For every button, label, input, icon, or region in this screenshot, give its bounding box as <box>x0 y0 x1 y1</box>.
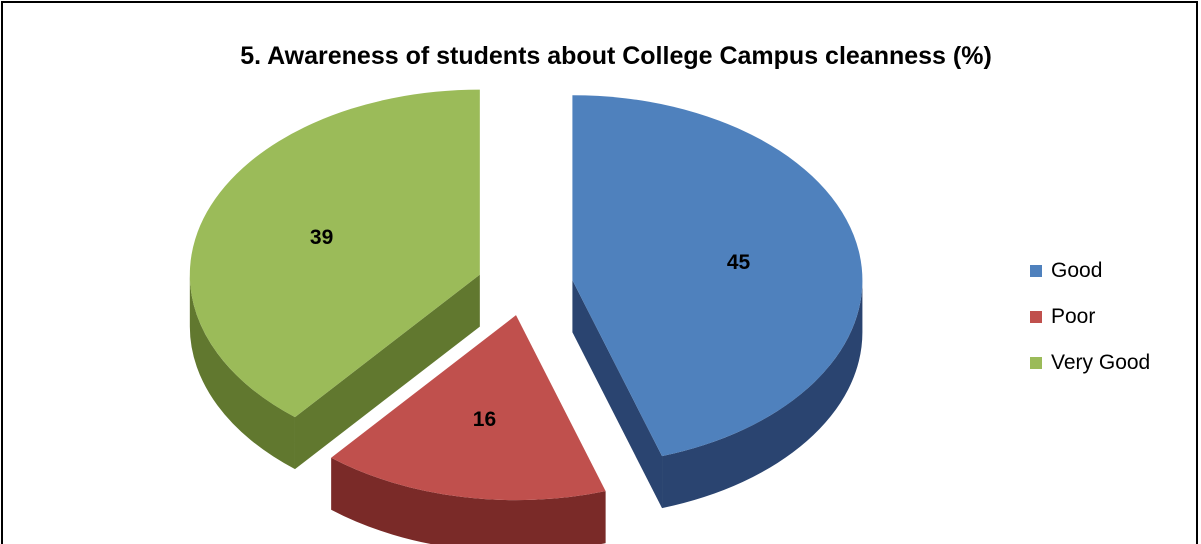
legend-swatch-very-good <box>1030 357 1042 369</box>
pie-side-poor <box>331 457 606 544</box>
chart-title: 5. Awareness of students about College C… <box>240 42 992 70</box>
pie-cut-face-good <box>572 280 663 509</box>
legend: Good Poor Very Good <box>1030 248 1150 386</box>
pie-side-good <box>662 280 863 509</box>
pie-slice-good <box>572 95 863 457</box>
legend-item-good: Good <box>1030 248 1150 294</box>
data-label-poor: 16 <box>473 408 496 431</box>
legend-label-good: Good <box>1051 259 1103 282</box>
legend-item-poor: Poor <box>1030 294 1150 340</box>
legend-swatch-good <box>1030 265 1042 277</box>
pie-cut-face-very-good <box>294 274 480 470</box>
data-label-good: 45 <box>727 251 751 274</box>
legend-label-very-good: Very Good <box>1051 351 1151 374</box>
legend-label-poor: Poor <box>1051 305 1096 328</box>
pie-side-very-good <box>189 274 295 470</box>
pie-slice-poor <box>331 315 606 501</box>
legend-swatch-poor <box>1030 311 1042 323</box>
data-label-very-good: 39 <box>310 226 333 249</box>
legend-item-very-good: Very Good <box>1030 340 1150 386</box>
pie-slice-very-good <box>189 89 480 418</box>
